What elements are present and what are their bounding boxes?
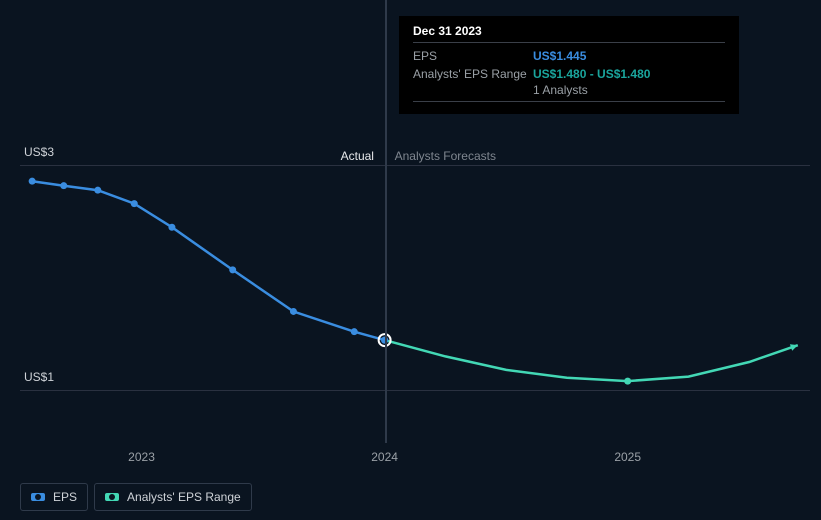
cursor-line (385, 0, 387, 443)
range-line (385, 340, 798, 381)
tooltip-eps-label: EPS (413, 47, 533, 65)
eps-swatch-icon (31, 493, 45, 501)
eps-line (32, 181, 384, 340)
eps-legend[interactable]: EPS (20, 483, 88, 511)
tooltip-range-value: US$1.480 - US$1.480 (533, 65, 650, 83)
xtick-label: 2023 (128, 450, 155, 464)
tooltip-range-label: Analysts' EPS Range (413, 65, 533, 83)
xtick-label: 2024 (371, 450, 398, 464)
legend: EPS Analysts' EPS Range (20, 483, 252, 511)
plot-area (20, 143, 810, 435)
eps-points (29, 178, 388, 344)
tooltip: Dec 31 2023 EPS US$1.445 Analysts' EPS R… (399, 16, 739, 114)
tooltip-date: Dec 31 2023 (413, 24, 725, 38)
eps-chart[interactable]: US$3 US$1 Actual Analysts Forecasts 2023… (20, 120, 810, 450)
range-points (624, 378, 631, 385)
chart-svg (20, 143, 810, 435)
legend-label: Analysts' EPS Range (127, 490, 241, 504)
range-arrow (790, 344, 798, 351)
range-swatch-icon (105, 493, 119, 501)
tooltip-eps-value: US$1.445 (533, 47, 650, 65)
range-legend[interactable]: Analysts' EPS Range (94, 483, 252, 511)
xtick-label: 2025 (614, 450, 641, 464)
legend-label: EPS (53, 490, 77, 504)
tooltip-analysts: 1 Analysts (533, 83, 725, 97)
